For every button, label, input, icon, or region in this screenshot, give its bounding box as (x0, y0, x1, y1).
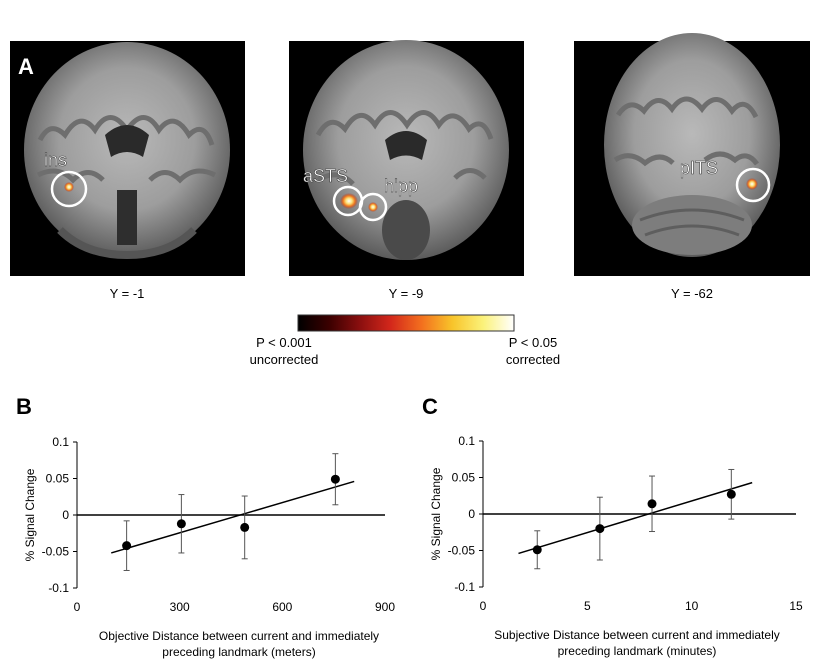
x-axis-label-line1: Objective Distance between current and i… (99, 629, 379, 643)
brain-slice-3: pITS (574, 33, 810, 276)
data-point (647, 499, 657, 509)
roi-circle (735, 167, 771, 203)
activation-blob (368, 202, 378, 212)
panel-letter-a: A (18, 54, 34, 79)
x-tick-label: 600 (272, 600, 292, 614)
x-axis-label-line2: preceding landmark (minutes) (558, 644, 717, 658)
brain-caption-2: Y = -9 (389, 286, 424, 301)
brain-slice-1: ins (10, 41, 245, 276)
y-tick-label: -0.05 (448, 544, 476, 558)
y-tick-label: -0.1 (48, 581, 69, 595)
roi-label-asts: aSTS (303, 166, 348, 186)
panel-letter-b: B (16, 394, 32, 419)
x-tick-label: 15 (789, 599, 803, 613)
colorbar-left-label-2: uncorrected (250, 352, 319, 367)
data-point (726, 489, 736, 499)
data-point (122, 541, 132, 551)
x-tick-label: 0 (480, 599, 487, 613)
chart-b: 0.1 0.05 0 -0.05 -0.1 0 300 600 900 % Signal Chan… (23, 435, 395, 659)
panel-letter-c: C (422, 394, 438, 419)
y-tick-label: 0.05 (46, 472, 70, 486)
colorbar: P < 0.001 uncorrected P < 0.05 corrected (250, 314, 560, 367)
brain-slice-2: aSTS hipp (289, 40, 524, 276)
roi-label-ins: ins (44, 150, 67, 170)
chart-c: 0.1 0.05 0 -0.05 -0.1 0 5 10 15 % Signal Change Su… (429, 434, 803, 658)
data-point (240, 522, 250, 532)
roi-circle (358, 192, 388, 222)
roi-label-pits: pITS (680, 158, 718, 178)
activation-blob (64, 182, 74, 192)
y-tick-label: 0 (468, 507, 475, 521)
brain-caption-3: Y = -62 (671, 286, 713, 301)
y-tick-label: 0.1 (458, 434, 475, 448)
data-point (532, 545, 542, 555)
colorbar-left-label-1: P < 0.001 (256, 335, 312, 350)
y-tick-label: 0.05 (452, 471, 476, 485)
activation-blob (340, 193, 358, 209)
activation-blob (746, 178, 758, 190)
data-point (595, 524, 605, 534)
y-tick-label: 0.1 (52, 435, 69, 449)
colorbar-right-label-1: P < 0.05 (509, 335, 558, 350)
x-tick-label: 5 (584, 599, 591, 613)
y-tick-label: -0.1 (454, 580, 475, 594)
roi-label-hipp: hipp (384, 176, 418, 196)
data-point (176, 519, 186, 529)
colorbar-right-label-2: corrected (506, 352, 560, 367)
brain-caption-1: Y = -1 (110, 286, 145, 301)
x-tick-label: 0 (74, 600, 81, 614)
y-tick-label: 0 (62, 508, 69, 522)
x-tick-label: 300 (170, 600, 190, 614)
colorbar-gradient (297, 314, 515, 332)
x-axis-label-line1: Subjective Distance between current and … (494, 628, 779, 642)
fit-line (518, 481, 753, 555)
roi-circle (50, 170, 88, 208)
x-axis-label-line2: preceding landmark (meters) (162, 645, 315, 659)
x-tick-label: 900 (375, 600, 395, 614)
data-point (330, 474, 340, 484)
y-axis-label: % Signal Change (429, 467, 443, 560)
y-axis-label: % Signal Change (23, 468, 37, 561)
fit-line (111, 480, 355, 554)
y-tick-label: -0.05 (42, 545, 70, 559)
x-tick-label: 10 (685, 599, 699, 613)
